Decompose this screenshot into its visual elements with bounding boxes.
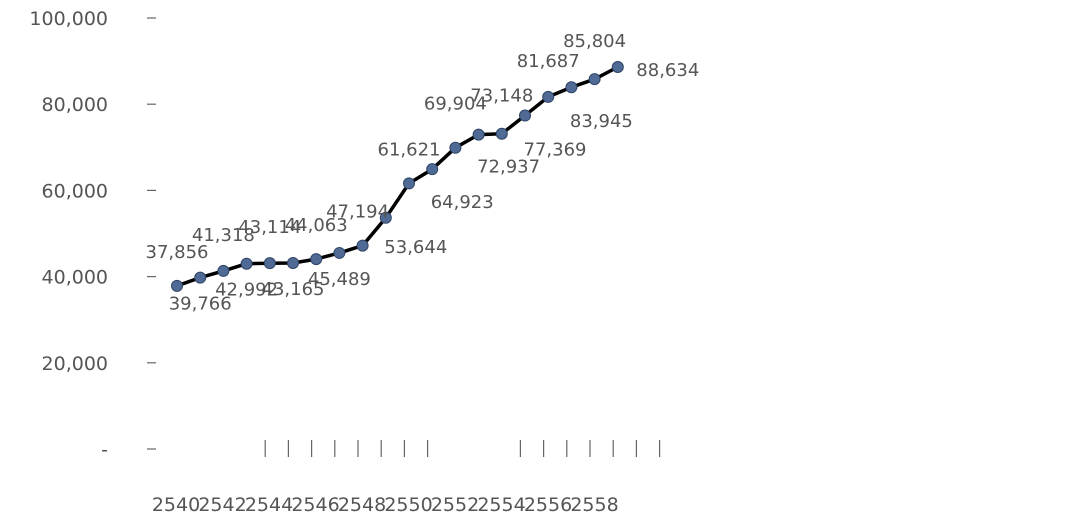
data-point bbox=[611, 60, 624, 73]
data-point bbox=[426, 163, 439, 176]
data-point bbox=[379, 211, 392, 224]
y-axis: - 20,000 40,000 60,000 80,000 100,000 bbox=[29, 8, 156, 461]
data-point bbox=[472, 128, 485, 141]
data-point bbox=[287, 256, 299, 269]
data-label: 83,945 bbox=[570, 111, 633, 132]
data-label: 81,687 bbox=[517, 51, 580, 72]
data-point bbox=[542, 90, 555, 103]
data-point bbox=[217, 264, 230, 277]
y-tick-label: 100,000 bbox=[29, 8, 108, 30]
y-tick-label: 20,000 bbox=[42, 353, 108, 375]
data-label: 45,489 bbox=[308, 269, 371, 290]
x-tick-label: 2554 bbox=[477, 494, 525, 516]
data-label: 41,318 bbox=[192, 225, 255, 246]
data-point bbox=[449, 141, 462, 154]
x-tick-label: 2544 bbox=[245, 494, 293, 516]
data-label: 64,923 bbox=[431, 192, 494, 213]
data-label: 37,856 bbox=[146, 242, 209, 263]
data-labels: 37,856 39,766 41,318 42,992 43,114 43,165 44,0… bbox=[146, 31, 700, 314]
x-tick-label: 2550 bbox=[384, 494, 432, 516]
data-label: 77,369 bbox=[524, 140, 587, 161]
data-point bbox=[588, 73, 601, 86]
x-tick-label: 2552 bbox=[431, 494, 479, 516]
data-label: 53,644 bbox=[384, 237, 447, 258]
y-tick-label: - bbox=[101, 439, 108, 461]
data-label: 43,114 bbox=[238, 217, 301, 238]
x-tick-label: 2556 bbox=[524, 494, 572, 516]
data-label: 44,063 bbox=[285, 215, 348, 236]
data-label: 73,148 bbox=[470, 86, 533, 107]
data-label: 43,165 bbox=[262, 279, 325, 300]
data-label: 85,804 bbox=[563, 31, 626, 52]
data-label: 42,992 bbox=[215, 280, 278, 301]
data-point bbox=[519, 109, 531, 122]
data-point bbox=[356, 239, 369, 252]
data-label: 61,621 bbox=[378, 139, 441, 160]
x-tick-label: 2558 bbox=[570, 494, 618, 516]
data-point bbox=[403, 177, 415, 190]
data-label: 69,904 bbox=[424, 94, 487, 115]
y-tick-label: 80,000 bbox=[42, 94, 108, 116]
data-point bbox=[194, 271, 207, 284]
x-tick-label: 2548 bbox=[338, 494, 386, 516]
data-point bbox=[240, 257, 253, 270]
data-label: 47,194 bbox=[326, 202, 389, 223]
data-point bbox=[565, 81, 578, 94]
data-point bbox=[263, 257, 276, 270]
x-tick-label: 2540 bbox=[152, 494, 200, 516]
y-tick-label: 60,000 bbox=[42, 180, 108, 202]
x-tick-label: 2546 bbox=[291, 494, 339, 516]
data-label: 88,634 bbox=[636, 60, 699, 81]
data-markers bbox=[171, 60, 624, 292]
data-label: 72,937 bbox=[477, 157, 540, 178]
y-tick-label: 40,000 bbox=[42, 267, 108, 289]
data-point bbox=[310, 253, 323, 266]
x-tick-label: 2542 bbox=[198, 494, 246, 516]
data-point bbox=[333, 246, 346, 259]
data-point bbox=[495, 127, 508, 140]
data-point bbox=[171, 279, 183, 292]
data-label: 39,766 bbox=[169, 294, 232, 315]
